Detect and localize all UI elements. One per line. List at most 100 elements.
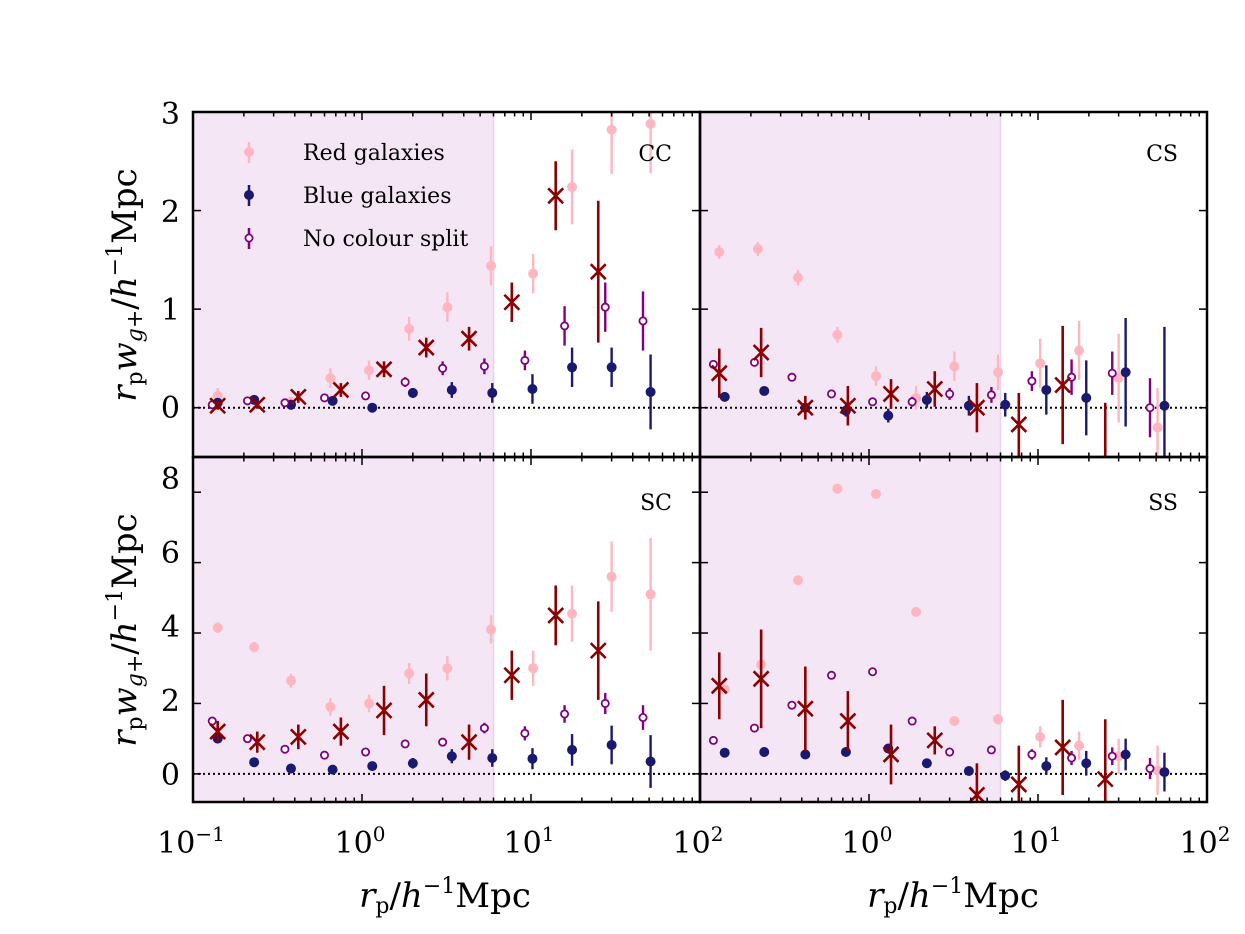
y-axis-label-bottom: rpwg+/h−1Mpc: [103, 513, 148, 746]
ytick-top-2: 2: [161, 195, 180, 230]
point-ss-blue-galaxies-5: [921, 758, 932, 769]
point-cc-red-galaxies-4: [363, 365, 374, 376]
point-cc-no-colour-split-6: [438, 363, 448, 373]
xtick-left-2: 101: [504, 822, 555, 861]
point-ss-blue-galaxies-6: [963, 766, 974, 777]
point-cs-combined-7: [1010, 416, 1028, 433]
point-sc-red-galaxies-7: [486, 624, 497, 635]
point-cc-no-colour-split-11: [638, 316, 648, 326]
axes-frames: [191, 110, 1209, 804]
point-cc-combined-3: [332, 381, 350, 399]
point-sc-no-colour-split-2: [280, 744, 290, 754]
point-cc-red-galaxies-10: [606, 124, 617, 135]
xtick-right-2: 101: [1011, 822, 1062, 861]
legend: Red galaxies Blue galaxies No colour spl…: [244, 141, 468, 252]
y-axis-label-top: rpwg+/h−1Mpc: [103, 168, 148, 401]
point-ss-combined-3: [839, 712, 857, 730]
panel-label-cs: CS: [1146, 142, 1178, 167]
point-ss-no-colour-split-5: [907, 716, 917, 726]
xtick-mid-3: 102: [673, 822, 724, 861]
point-sc-combined-3: [332, 723, 350, 741]
ytick-bottom-0: 0: [161, 758, 180, 793]
point-sc-blue-galaxies-11: [645, 756, 656, 767]
point-ss-blue-galaxies-8: [1041, 761, 1052, 772]
point-sc-red-galaxies-2: [285, 675, 296, 686]
x-tick-labels: 10−1 100 101 102 100 101 102: [157, 822, 1230, 861]
point-cc-combined-6: [460, 330, 478, 348]
point-sc-red-galaxies-10: [606, 571, 617, 582]
point-cs-blue-galaxies-8: [1041, 384, 1052, 395]
point-cc-combined-1: [248, 396, 266, 414]
point-ss-combined-1: [752, 670, 770, 688]
point-ss-red-galaxies-4: [870, 488, 881, 499]
legend-label-red: Red galaxies: [303, 141, 445, 166]
point-cs-combined-2: [796, 399, 814, 417]
point-sc-no-colour-split-6: [438, 737, 448, 747]
point-sc-no-colour-split-10: [600, 698, 610, 708]
point-cs-blue-galaxies-4: [883, 410, 894, 421]
point-ss-red-galaxies-3: [832, 483, 843, 494]
point-ss-no-colour-split-10: [1107, 751, 1117, 761]
point-cc-no-colour-split-7: [479, 361, 489, 371]
point-ss-blue-galaxies-1: [759, 747, 770, 758]
point-cc-blue-galaxies-4: [367, 402, 378, 413]
point-cs-combined-6: [968, 399, 986, 417]
point-sc-red-galaxies-6: [442, 663, 453, 674]
point-cs-combined-5: [926, 380, 944, 398]
point-cs-combined-1: [752, 344, 770, 361]
point-sc-no-colour-split-7: [479, 723, 489, 733]
legend-item-nosplit: No colour split: [244, 227, 468, 252]
y-tick-labels-top: 0 1 2 3: [161, 97, 180, 426]
point-cs-red-galaxies-2: [792, 272, 803, 283]
point-ss-red-galaxies-0: [719, 684, 730, 695]
legend-marker-nosplit: [244, 233, 254, 243]
point-ss-red-galaxies-6: [949, 716, 960, 727]
point-cs-no-colour-split-2: [787, 372, 797, 382]
point-cc-blue-galaxies-6: [446, 384, 457, 395]
point-cc-red-galaxies-0: [212, 390, 223, 401]
shaded-region-sc: [193, 457, 494, 802]
point-ss-red-galaxies-5: [911, 606, 922, 617]
legend-label-nosplit: No colour split: [303, 227, 468, 252]
point-ss-combined-7: [1010, 775, 1028, 793]
point-cs-red-galaxies-8: [1035, 358, 1046, 369]
point-cc-no-colour-split-1: [242, 396, 252, 406]
point-ss-no-colour-split-9: [1067, 753, 1077, 763]
axes-frame-ss: [698, 455, 1209, 804]
shaded-region-cs: [700, 112, 1001, 457]
point-ss-combined-8: [1054, 739, 1072, 756]
point-sc-no-colour-split-3: [320, 750, 330, 760]
x-axis-label-left: rp/h−1Mpc: [359, 874, 531, 919]
point-sc-blue-galaxies-10: [606, 739, 617, 750]
x-axis-label-right: rp/h−1Mpc: [867, 874, 1039, 919]
point-cs-no-colour-split-10: [1107, 368, 1117, 378]
point-cc-blue-galaxies-9: [567, 362, 578, 373]
point-sc-blue-galaxies-8: [527, 753, 538, 764]
point-ss-no-colour-split-2: [787, 700, 797, 710]
xtick-right-3: 102: [1180, 822, 1231, 861]
point-sc-no-colour-split-0: [207, 716, 217, 726]
point-ss-blue-galaxies-0: [719, 747, 730, 758]
point-sc-red-galaxies-9: [567, 608, 578, 619]
point-sc-blue-galaxies-4: [367, 761, 378, 772]
point-sc-blue-galaxies-1: [249, 757, 260, 768]
point-cc-red-galaxies-7: [486, 260, 497, 271]
point-cc-blue-galaxies-11: [645, 386, 656, 397]
point-ss-no-colour-split-0: [708, 735, 718, 745]
point-sc-no-colour-split-8: [520, 728, 530, 738]
point-cs-combined-4: [882, 385, 900, 403]
point-cs-blue-galaxies-11: [1159, 400, 1170, 411]
point-cc-blue-galaxies-7: [487, 387, 498, 398]
point-cs-red-galaxies-7: [993, 367, 1004, 378]
point-cs-red-galaxies-0: [714, 246, 725, 257]
point-ss-no-colour-split-8: [1027, 749, 1037, 759]
point-cs-no-colour-split-3: [827, 389, 837, 399]
point-ss-blue-galaxies-2: [800, 749, 811, 760]
point-cs-blue-galaxies-10: [1120, 367, 1131, 378]
axis-ticks: [192, 111, 1208, 802]
ytick-bottom-8: 8: [161, 462, 180, 497]
panel-label-ss: SS: [1148, 491, 1178, 516]
point-sc-red-galaxies-1: [249, 642, 260, 653]
ytick-top-0: 0: [161, 391, 180, 426]
